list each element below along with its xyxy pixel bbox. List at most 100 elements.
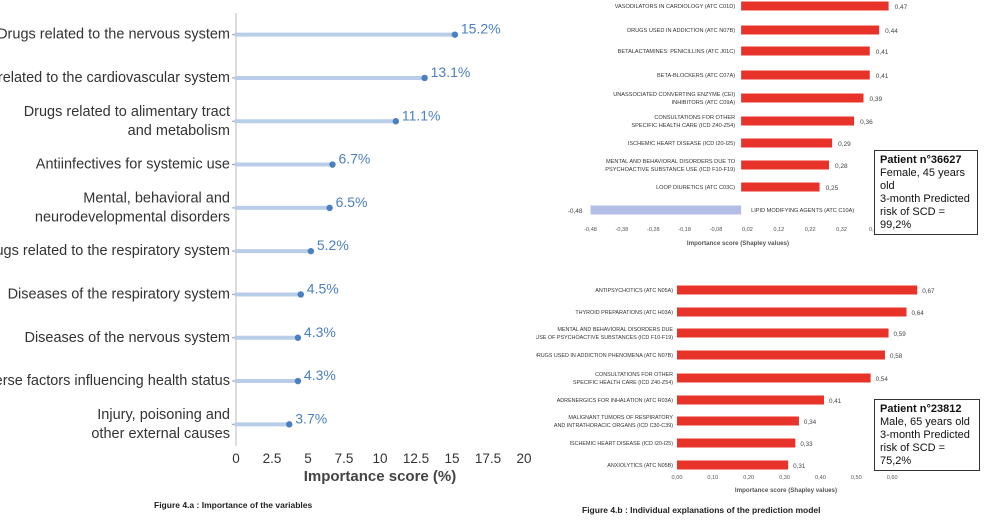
data-label: 0,67: [922, 288, 935, 295]
x-tick-label: 0,30: [779, 475, 790, 481]
lollipop-dot: [421, 74, 428, 82]
data-label: 0,47: [895, 4, 908, 11]
bar: [677, 395, 825, 405]
bar: [677, 460, 789, 470]
x-tick-label: 7.5: [335, 451, 354, 466]
bar: [677, 285, 918, 295]
figure-4b-caption: Figure 4.b : Individual explanations of …: [582, 505, 821, 515]
bar: [677, 328, 889, 338]
lollipop-dot: [294, 377, 302, 385]
x-tick-label: -0,48: [584, 227, 597, 233]
bar: [741, 25, 880, 35]
data-label: 11.1%: [402, 107, 441, 123]
data-label: 0,36: [860, 119, 873, 126]
data-label: 0,41: [829, 398, 842, 405]
category-label: Drugs related to the respiratory system: [0, 243, 230, 259]
x-axis-title: Importance score (%): [304, 468, 457, 485]
data-label: 4.3%: [304, 324, 336, 340]
x-tick-label: -0,08: [710, 227, 723, 233]
bar: [741, 138, 833, 148]
bar: [741, 116, 855, 126]
x-tick-label: 17.5: [475, 451, 501, 466]
data-label: 0,54: [876, 376, 889, 383]
category-label: BETALACTAMINES: PENICILLINS (ATC J01C): [618, 49, 736, 55]
category-label: Drugs related to the cardiovascular syst…: [0, 70, 230, 86]
lollipop-dot: [294, 334, 302, 341]
patient-36627-line-2: old: [880, 180, 895, 192]
data-label: 0,29: [838, 141, 851, 148]
x-tick-label: 0,60: [887, 475, 898, 481]
bar: [677, 307, 907, 317]
category-label: DRUGS USED IN ADDICTION PHENOMENA (ATC N…: [536, 353, 673, 359]
lollipop-dot: [286, 421, 293, 428]
patient-23812-line-2: 3-month Predicted: [880, 429, 970, 441]
x-tick-label: 0,00: [672, 475, 683, 481]
data-label: 0,31: [793, 463, 806, 470]
patient-23812-line-3: risk of SCD =: [880, 442, 946, 454]
lollipop-dot: [297, 291, 304, 298]
x-axis-title: Importance score (Shapley values): [735, 487, 837, 494]
x-tick-label: 0,20: [743, 475, 754, 481]
x-tick-label: 0: [232, 451, 240, 466]
patient-23812-title: Patient n°23812: [880, 403, 962, 415]
category-label: VASODILATORS IN CARDIOLOGY (ATC C01D): [615, 4, 736, 10]
patient-23812-line-4: 75,2%: [880, 455, 912, 467]
patient-36627-line-5: 99,2%: [880, 219, 912, 231]
category-label: Diverse factors influencing health statu…: [0, 373, 230, 389]
data-label: 6.5%: [336, 194, 368, 210]
lollipop-dot: [326, 204, 333, 212]
category-label: CONSULTATIONS FOR OTHER SPECIFIC HEALTH C…: [631, 115, 735, 129]
patient-23812-line-1: Male, 65 years old: [880, 416, 970, 428]
data-label: 0,28: [835, 163, 848, 170]
category-label: Injury, poisoning and other external caus…: [91, 407, 230, 442]
data-label: 0,59: [894, 331, 907, 338]
category-label: THYROID PREPARATIONS (ATC H03A): [575, 310, 673, 316]
data-label: 4.3%: [304, 367, 336, 383]
bar: [677, 416, 799, 426]
x-tick-label: -0,38: [616, 227, 629, 233]
data-label: 0,41: [876, 49, 889, 56]
lollipop-dot: [307, 247, 315, 255]
x-tick-label: 0,02: [742, 227, 753, 233]
category-label: CONSULTATIONS FOR OTHER SPECIFIC HEALTH C…: [573, 372, 673, 386]
category-label: Drugs related to the nervous system: [0, 27, 230, 43]
category-label: ADRENERGICS FOR INHALATION (ATC R03A): [557, 398, 674, 404]
category-label: LIPID MODIFYING AGENTS (ATC C10A): [751, 208, 854, 214]
category-label: ISCHEMIC HEART DISEASE (ICD I20-I25): [570, 441, 674, 447]
bar: [741, 46, 870, 56]
patient-36627-line-3: 3-month Predicted: [880, 193, 970, 205]
x-tick-label: 0,12: [773, 227, 784, 233]
x-tick-label: 0,50: [851, 475, 862, 481]
category-label: Antiinfectives for systemic use: [36, 157, 230, 173]
category-label: BETA-BLOCKERS (ATC C07A): [657, 73, 735, 79]
category-label: Diseases of the nervous system: [24, 330, 230, 346]
data-label: 5.2%: [317, 237, 349, 253]
x-tick-label: -0,18: [678, 227, 691, 233]
bar: [741, 70, 870, 80]
lollipop-dot: [451, 31, 459, 38]
bar: [677, 350, 885, 360]
lollipop-dot: [392, 118, 400, 125]
figure-4a-caption: Figure 4.a : Importance of the variables: [154, 500, 313, 510]
x-tick-label: 0,4: [869, 227, 877, 233]
category-label: ISCHEMIC HEART DISEASE (ICD I20-I25): [628, 141, 735, 147]
category-label: MALIGNANT TUMORS OF RESPIRATORY AND INTRA…: [554, 415, 674, 429]
lollipop-dot: [329, 161, 336, 168]
data-label: 0,44: [885, 28, 898, 35]
patient-36627-title: Patient n°36627: [880, 154, 962, 166]
bar: [741, 1, 889, 11]
x-tick-label: -0,28: [647, 227, 660, 233]
bar: [741, 93, 864, 103]
bar: [741, 160, 829, 170]
category-label: UNASSOCIATED CONVERTING ENZYME (CEI) INHI…: [613, 92, 735, 106]
category-label: ANXIOLYTICS (ATC N05B): [607, 463, 673, 469]
patient-36627-line-4: risk of SCD =: [880, 206, 946, 218]
chart-patient-36627: 0,47 VASODILATORS IN CARDIOLOGY (ATC C01D…: [568, 1, 908, 247]
bar: [741, 182, 820, 192]
x-tick-label: 2.5: [263, 451, 282, 466]
bar: [677, 438, 796, 448]
x-tick-label: 12.5: [403, 451, 429, 466]
bar: [677, 373, 871, 383]
bar: [590, 205, 742, 215]
x-axis-title: Importance score (Shapley values): [687, 240, 789, 247]
